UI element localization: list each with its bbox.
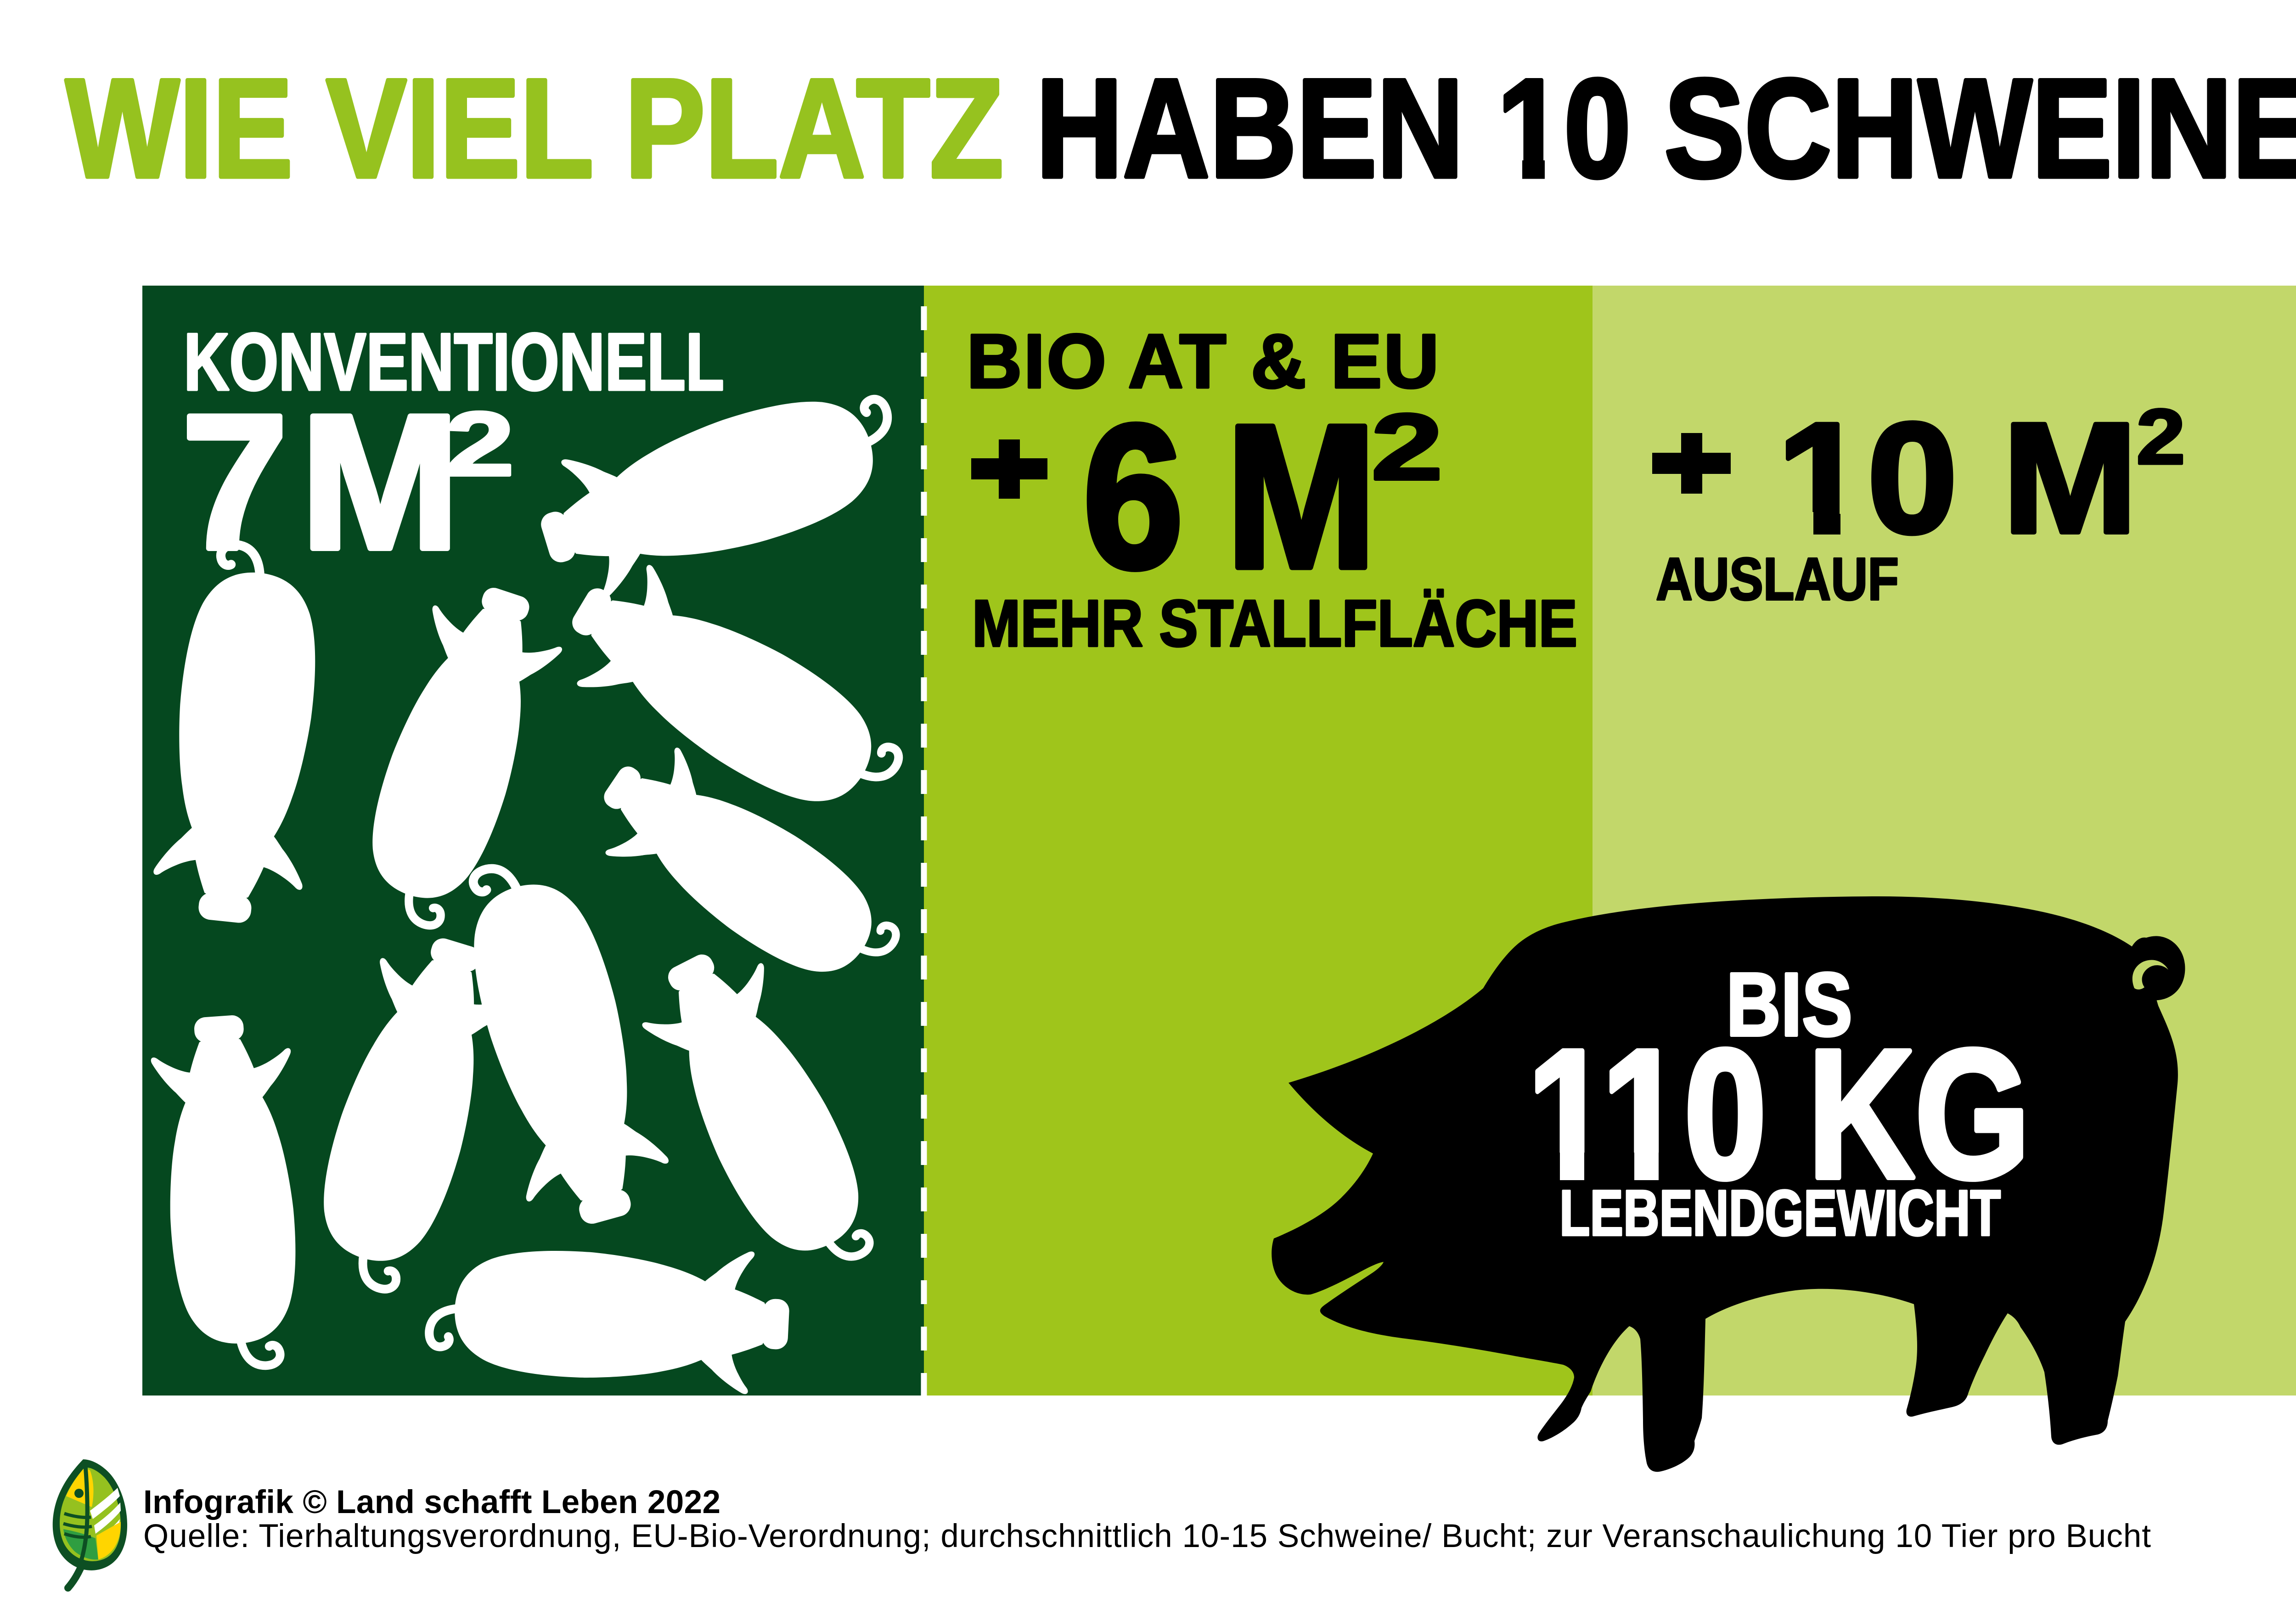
svg-text:HABEN 10 SCHWEINE?: HABEN 10 SCHWEINE? bbox=[1036, 50, 2296, 207]
svg-text:MEHR STALLFLÄCHE: MEHR STALLFLÄCHE bbox=[972, 586, 1577, 660]
svg-text:KONVENTIONELL: KONVENTIONELL bbox=[184, 316, 724, 407]
svg-text:6 M: 6 M bbox=[1083, 383, 1377, 611]
svg-text:AUSLAUF: AUSLAUF bbox=[1656, 545, 1899, 613]
svg-text:BIS: BIS bbox=[1726, 954, 1852, 1055]
svg-text:2: 2 bbox=[445, 393, 514, 495]
svg-text:Quelle: Tierhaltungsverordnung: Quelle: Tierhaltungsverordnung, EU-Bio-V… bbox=[143, 1518, 2151, 1554]
svg-text:2: 2 bbox=[2136, 393, 2185, 481]
svg-text:7 M: 7 M bbox=[181, 375, 460, 589]
svg-text:2: 2 bbox=[1371, 394, 1443, 500]
svg-text:WIE VIEL PLATZ: WIE VIEL PLATZ bbox=[66, 50, 1003, 207]
svg-text:Infografik © Land schafft Lebe: Infografik © Land schafft Leben 2022 bbox=[143, 1484, 720, 1520]
svg-text:LEBENDGEWICHT: LEBENDGEWICHT bbox=[1559, 1176, 2001, 1249]
svg-text:110 KG: 110 KG bbox=[1527, 1011, 2030, 1216]
svg-text:10 M: 10 M bbox=[1777, 390, 2138, 566]
svg-text:BIO AT & EU: BIO AT & EU bbox=[967, 319, 1441, 404]
